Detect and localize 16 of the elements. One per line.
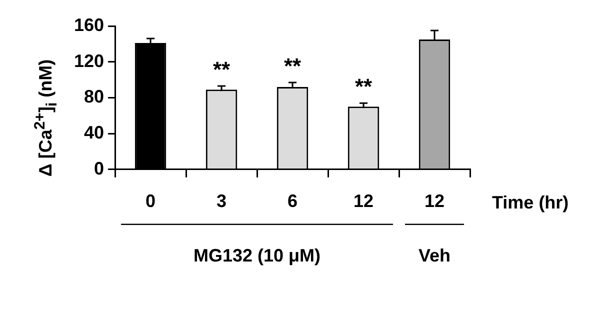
y-tick-label: 0 <box>94 158 104 178</box>
y-tick-label: 160 <box>74 14 104 35</box>
x-tick-label: 12 <box>353 191 374 212</box>
y-tick-label: 80 <box>84 86 104 107</box>
y-tick-label: 120 <box>74 50 104 71</box>
x-tick-label: 6 <box>288 191 298 212</box>
text: Veh <box>418 245 451 266</box>
annotation: ** <box>212 57 231 82</box>
x-axis-title: Time (hr) <box>492 192 569 212</box>
x-tick-label: 0 <box>146 191 156 212</box>
annotation: ** <box>354 74 373 100</box>
x-tick-label: 12 <box>424 191 445 212</box>
y-tick-label: 40 <box>84 122 104 143</box>
annotation: ** <box>284 54 302 79</box>
text: MG132 (10 μM) <box>193 245 321 266</box>
x-tick-label: 3 <box>216 191 227 212</box>
